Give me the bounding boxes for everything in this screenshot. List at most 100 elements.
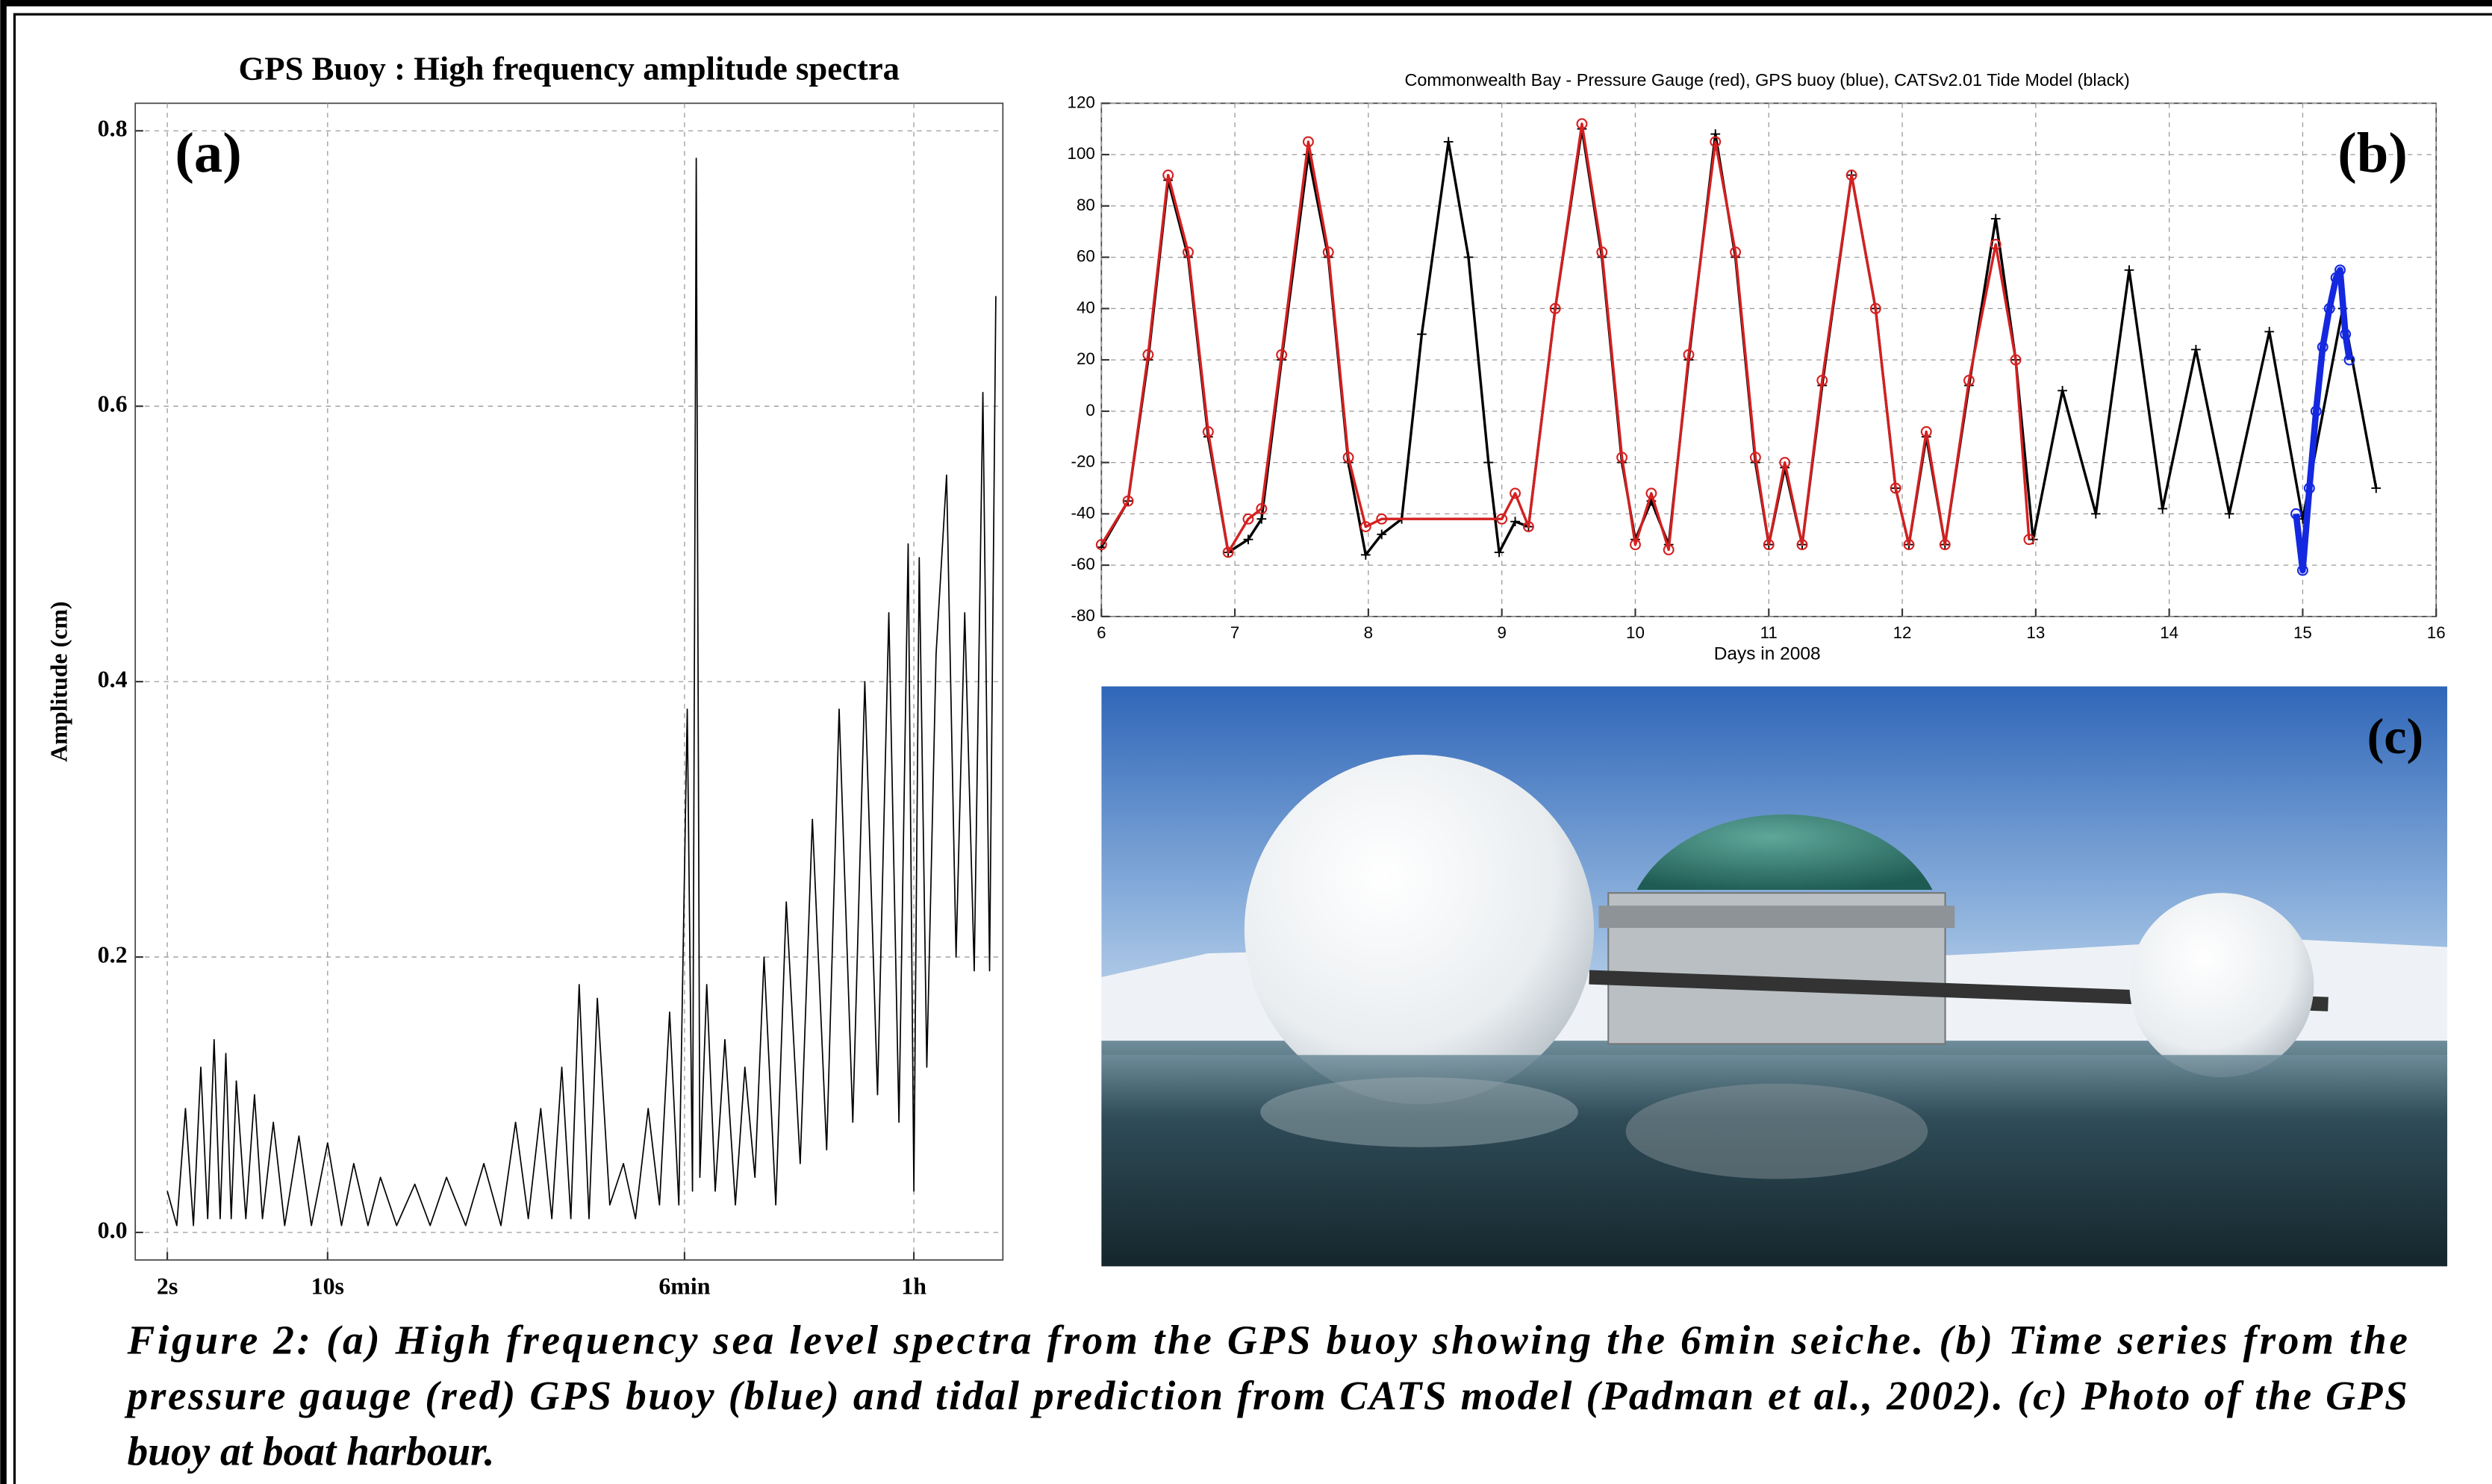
series-line — [166, 158, 997, 1226]
point-marker — [1990, 238, 2002, 250]
point-marker — [1202, 425, 1214, 437]
point-marker — [1496, 513, 1508, 525]
point-marker — [1483, 458, 1494, 467]
chart-title: Commonwealth Bay - Pressure Gauge (red),… — [1404, 70, 2129, 90]
point-marker — [2023, 534, 2035, 546]
y-tick-label: 0.4 — [98, 666, 128, 692]
point-marker — [1302, 136, 1314, 148]
point-marker — [2191, 344, 2201, 355]
x-tick-label: 10 — [1626, 623, 1645, 642]
y-tick-label: 120 — [1068, 93, 1095, 111]
point-marker — [1360, 549, 1371, 560]
point-marker — [1903, 539, 1915, 551]
point-marker — [1549, 302, 1561, 314]
frame-inner — [13, 13, 2492, 1484]
point-marker — [2343, 354, 2355, 366]
point-marker — [1242, 513, 1254, 525]
y-tick-label: 100 — [1068, 144, 1095, 163]
x-tick-label: 15 — [2293, 623, 2312, 642]
point-marker — [1095, 539, 1107, 551]
reflection — [1260, 1077, 1578, 1147]
float-left — [1244, 755, 1595, 1105]
point-marker — [1510, 517, 1520, 527]
x-tick-label: 6min — [658, 1273, 710, 1300]
point-marker — [1359, 521, 1371, 532]
point-marker — [1256, 514, 1267, 524]
x-tick-label: 14 — [2160, 623, 2178, 642]
point-marker — [2296, 564, 2308, 576]
y-tick-label: -80 — [1071, 606, 1095, 625]
point-marker — [1645, 487, 1657, 499]
point-marker — [1243, 534, 1253, 545]
point-marker — [1576, 118, 1588, 130]
point-marker — [2303, 482, 2315, 494]
point-marker — [2090, 508, 2101, 519]
point-marker — [2340, 328, 2352, 340]
caption-line: buoy at boat harbour. — [128, 1428, 495, 1474]
point-marker — [2158, 504, 2168, 514]
y-tick-label: 0.2 — [98, 941, 128, 967]
y-tick-label: 80 — [1077, 196, 1095, 214]
point-marker — [1939, 539, 1951, 551]
point-marker — [1162, 169, 1174, 181]
series-line — [2293, 266, 2353, 574]
y-tick-label: 0.0 — [98, 1217, 128, 1243]
point-marker — [1122, 495, 1134, 507]
point-marker — [1322, 246, 1334, 258]
point-marker — [1377, 529, 1387, 540]
caption-line: Figure 2: (a) High frequency sea level s… — [127, 1317, 2408, 1362]
point-marker — [2334, 264, 2346, 276]
point-marker — [1142, 349, 1154, 361]
point-marker — [1683, 349, 1695, 361]
y-tick-label: 60 — [1077, 247, 1095, 266]
point-marker — [1920, 425, 1932, 437]
x-tick-label: 16 — [2427, 623, 2446, 642]
point-marker — [1183, 246, 1194, 258]
chart-title: GPS Buoy : High frequency amplitude spec… — [239, 49, 900, 87]
point-marker — [1276, 349, 1288, 361]
chart: 6 7 8 9 10 11 12 13 14 15 16 -80 -60 -40 -20 0 20 40 60 80 1… — [1068, 70, 2446, 664]
point-marker — [1796, 539, 1808, 551]
y-axis-label: Amplitude (cm) — [46, 601, 72, 761]
point-marker — [1510, 487, 1521, 499]
point-marker — [1494, 547, 1504, 558]
y-tick-label: 0 — [1085, 401, 1094, 420]
y-tick-label: -20 — [1071, 452, 1095, 471]
y-tick-label: 40 — [1077, 298, 1095, 317]
photo — [1101, 686, 2448, 1267]
point-marker — [1596, 246, 1608, 258]
point-marker — [1376, 513, 1388, 525]
y-tick-label: -60 — [1071, 555, 1095, 573]
x-axis-label: Days in 2008 — [1714, 643, 1821, 664]
x-tick-label: 1h — [901, 1273, 926, 1300]
point-marker — [1845, 169, 1857, 181]
point-marker — [1417, 329, 1427, 340]
x-tick-label: 9 — [1497, 623, 1506, 642]
panel-label: (c) — [2367, 708, 2424, 764]
point-marker — [2290, 508, 2302, 520]
point-marker — [1816, 375, 1828, 387]
point-marker — [1963, 375, 1975, 387]
reflection — [1625, 1083, 1928, 1179]
point-marker — [1443, 137, 1454, 147]
point-marker — [2264, 326, 2275, 337]
y-tick-label: 0.6 — [98, 391, 128, 417]
buoy-dome — [1636, 814, 1933, 890]
point-marker — [2317, 341, 2329, 353]
point-marker — [2124, 265, 2134, 275]
x-tick-label: 13 — [2026, 623, 2045, 642]
point-marker — [1522, 521, 1534, 532]
point-marker — [1869, 302, 1881, 314]
point-marker — [2323, 302, 2335, 314]
point-marker — [2058, 385, 2067, 396]
point-marker — [1630, 539, 1641, 551]
point-marker — [1890, 482, 1901, 494]
point-marker — [1763, 539, 1775, 551]
x-tick-label: 10s — [311, 1273, 344, 1300]
point-marker — [1256, 503, 1268, 514]
point-marker — [1616, 452, 1628, 464]
point-marker — [1730, 246, 1742, 258]
